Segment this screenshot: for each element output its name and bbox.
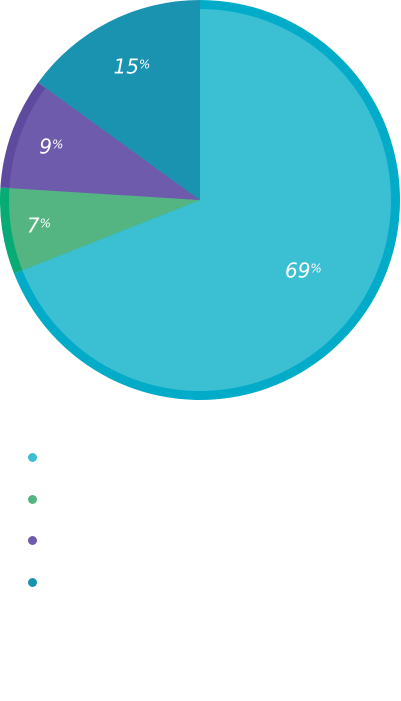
pie-slice-0	[22, 9, 391, 391]
pie-slice-label-3: 15%	[113, 54, 150, 78]
pie-slice-label-2: 9%	[39, 135, 63, 159]
legend-swatch-1	[28, 494, 37, 504]
legend-swatch-2	[28, 536, 37, 545]
pie-slice-3	[45, 9, 201, 200]
pie-slice-2	[9, 87, 200, 200]
pie-slice-1	[9, 188, 201, 271]
legend-item-2	[28, 533, 47, 575]
pie-chart: 69% 7% 9% 15%	[0, 0, 400, 400]
legend-item-1	[28, 492, 47, 534]
legend-swatch-0	[28, 453, 37, 462]
pie-slice-label-0: 69%	[285, 258, 322, 282]
legend-item-3	[28, 575, 47, 617]
pie-slice-label-1: 7%	[27, 214, 51, 238]
legend-item-0	[28, 450, 47, 492]
legend-swatch-3	[28, 577, 37, 587]
chart-legend	[28, 450, 47, 616]
